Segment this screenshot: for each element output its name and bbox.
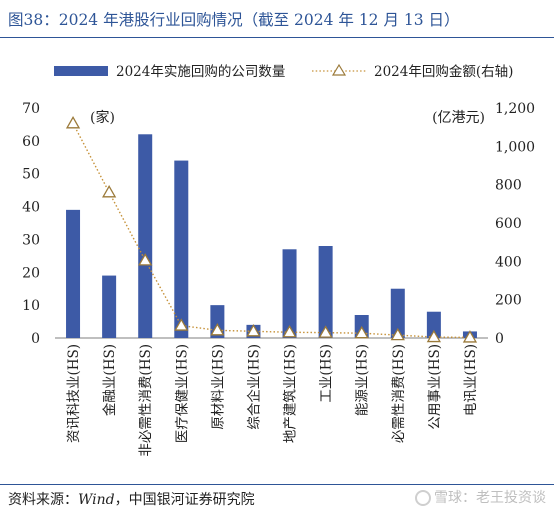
chart-title: 图38：2024 年港股行业回购情况（截至 2024 年 12 月 13 日） [8,11,460,29]
triangle-marker [354,325,369,339]
triangle-marker [210,323,225,336]
right-tick-label: 600 [495,216,522,232]
left-tick-label: 40 [22,200,40,216]
triangle-marker [246,323,261,337]
left-tick-label: 60 [22,134,40,150]
left-tick-label: 20 [22,265,40,281]
triangle-marker [174,318,189,331]
legend-bar-swatch [54,66,108,76]
triangle-marker [390,327,405,341]
right-tick-label: 200 [495,293,522,309]
right-tick-label: 0 [495,331,504,347]
triangle-marker [138,253,153,266]
legend-line-label: 2024年回购金额(右轴) [374,64,513,80]
legend: 2024年实施回购的公司数量 2024年回购金额(右轴) [54,63,513,80]
axes: 0 10 20 30 40 50 60 70 0 200 400 600 800 1,000 1,200 (家… [22,101,535,347]
bar [174,160,189,338]
bar [282,249,297,338]
triangle-marker [318,325,333,338]
category-label: 金融业(HS) [102,344,118,416]
bar [66,209,81,338]
bar [318,246,333,338]
right-tick-label: 1,200 [495,101,535,117]
watermark: 雪球：老王投资谈 [415,487,546,507]
line-series [65,116,478,343]
category-label: 医疗保健业(HS) [174,344,190,443]
triangle-marker [102,185,117,198]
bar-series [66,134,477,338]
triangle-marker [462,330,478,343]
title-divider [0,37,554,38]
triangle-marker [426,329,441,343]
left-tick-label: 50 [22,167,40,183]
watermark-text: 雪球：老王投资谈 [434,490,546,506]
left-tick-label: 30 [22,232,40,248]
legend-bar-label: 2024年实施回购的公司数量 [116,64,285,80]
bar [390,288,405,338]
source-note: 资料来源：Wind，中国银河证券研究院 [8,489,255,509]
bar [138,134,153,338]
triangle-marker [65,116,81,129]
category-label: 能源业(HS) [355,344,371,416]
source-suffix: ，中国银河证券研究院 [114,492,255,508]
right-tick-label: 1,000 [495,139,535,155]
left-tick-label: 0 [31,331,40,347]
category-label: 电讯业(HS) [463,344,479,416]
snowball-logo-icon [415,490,431,506]
left-axis-unit: (家) [90,109,115,126]
right-tick-label: 800 [495,178,522,194]
category-label: 公用事业(HS) [427,344,443,430]
legend-triangle-marker-icon [331,63,347,76]
category-label: 地产建筑业(HS) [283,344,299,443]
category-label: 综合企业(HS) [245,344,262,430]
right-axis-unit: (亿港元) [432,110,485,126]
x-axis-labels: 资讯科技业(HS) 金融业(HS) 非必需性消费(HS) 医疗保健业(HS) 原材料业(… [66,344,479,457]
category-label: 非必需性消费(HS) [138,344,154,457]
right-tick-label: 400 [495,254,522,270]
bar [426,311,441,338]
category-label: 必需性消费(HS) [391,344,407,443]
bar [102,275,117,338]
left-tick-label: 10 [22,298,40,314]
source-divider [0,484,554,485]
left-tick-label: 70 [22,101,40,117]
category-label: 资讯科技业(HS) [66,344,82,443]
source-english: Wind [78,492,115,508]
category-label: 原材料业(HS) [210,344,226,430]
combo-chart: 2024年实施回购的公司数量 2024年回购金额(右轴) 0 10 20 30 40 50 6… [22,63,535,457]
triangle-marker [282,324,297,338]
amount-line [72,123,470,339]
category-label: 工业(HS) [319,344,335,403]
source-prefix: 资料来源： [8,492,78,508]
